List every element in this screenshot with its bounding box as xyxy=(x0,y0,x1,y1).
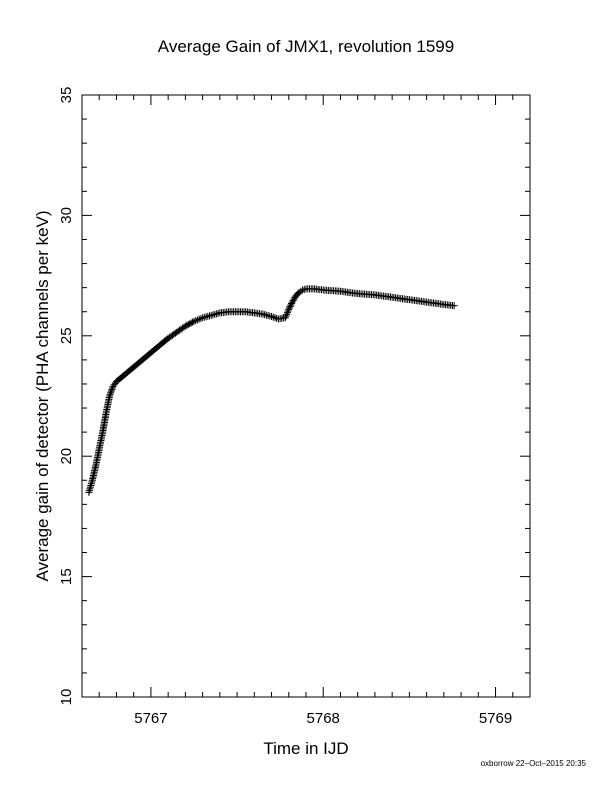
data-point xyxy=(183,321,191,329)
data-point xyxy=(287,301,295,309)
data-points xyxy=(85,285,458,496)
data-point xyxy=(268,313,276,321)
data-point xyxy=(290,295,298,303)
data-point xyxy=(282,312,290,320)
y-tick-label: 30 xyxy=(58,207,75,224)
data-point xyxy=(195,315,203,323)
data-point xyxy=(299,286,307,294)
data-point xyxy=(288,300,296,308)
footer-credit: oxborrow 22–Oct–2015 20:35 xyxy=(480,759,586,768)
y-tick-label: 15 xyxy=(58,568,75,585)
plot-frame xyxy=(81,94,531,698)
y-tick-label: 25 xyxy=(58,327,75,344)
data-point xyxy=(184,321,192,329)
data-point xyxy=(181,322,189,330)
data-point xyxy=(283,309,291,317)
data-point xyxy=(286,302,294,310)
data-point xyxy=(300,285,308,293)
data-point xyxy=(297,287,305,295)
data-point xyxy=(285,305,293,313)
data-point xyxy=(189,318,197,326)
y-tick-label: 20 xyxy=(58,448,75,465)
data-point xyxy=(108,386,116,394)
y-tick-label: 10 xyxy=(58,689,75,706)
x-tick-label: 5767 xyxy=(134,710,167,727)
data-point xyxy=(108,384,116,392)
data-point xyxy=(450,302,458,310)
data-point xyxy=(107,389,115,397)
data-point xyxy=(289,297,297,305)
data-point xyxy=(186,320,194,328)
chart-title: Average Gain of JMX1, revolution 1599 xyxy=(158,37,454,56)
data-point xyxy=(190,317,198,325)
data-point xyxy=(288,298,296,306)
data-point xyxy=(187,319,195,327)
data-point xyxy=(106,392,114,400)
axis-tick-labels: 10 15 20 25 30 35 5767 5768 5769 xyxy=(58,87,512,727)
y-tick-label: 35 xyxy=(58,87,75,104)
x-axis-title: Time in IJD xyxy=(263,739,348,758)
data-point xyxy=(283,310,291,318)
data-point xyxy=(192,317,200,325)
data-point xyxy=(269,313,277,321)
data-point xyxy=(193,316,201,324)
data-point xyxy=(197,314,205,322)
data-point xyxy=(106,390,114,398)
data-point xyxy=(107,387,115,395)
data-point xyxy=(284,307,292,315)
x-tick-label: 5769 xyxy=(479,710,512,727)
axis-ticks xyxy=(81,94,531,698)
data-point xyxy=(285,304,293,312)
y-axis-title: Average gain of detector (PHA channels p… xyxy=(33,210,52,581)
data-point xyxy=(271,314,279,322)
data-point xyxy=(281,314,289,322)
data-point xyxy=(180,323,188,331)
x-tick-label: 5768 xyxy=(307,710,340,727)
